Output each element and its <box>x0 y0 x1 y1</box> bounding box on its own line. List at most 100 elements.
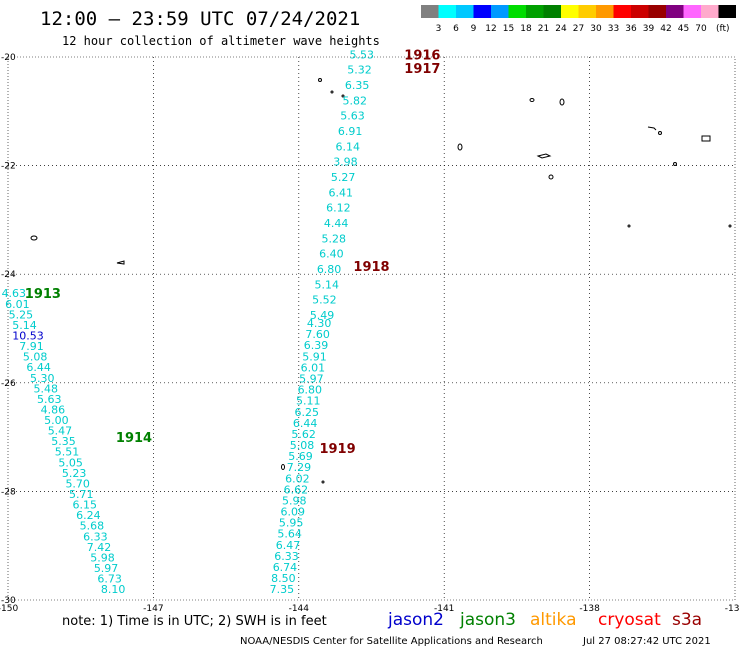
swh-value: 7.60 <box>305 328 330 341</box>
swh-value: 3.98 <box>333 156 358 169</box>
swh-value: 5.08 <box>23 351 48 364</box>
footer-credit: NOAA/NESDIS Center for Satellite Applica… <box>240 636 543 647</box>
pass-label: 1914 <box>116 431 152 446</box>
x-tick-label: -141 <box>434 604 454 614</box>
scale-swatch <box>578 5 596 18</box>
swh-value: 6.73 <box>97 573 122 586</box>
swh-value: 5.71 <box>69 488 94 501</box>
swh-value: 5.63 <box>37 393 62 406</box>
wave-height-color-scale: 3 6 9 12 15 18 21 24 27 30 33 36 39 42 45 70 (ft) <box>421 5 736 34</box>
scale-label: 42 <box>660 24 671 34</box>
swh-value: 5.91 <box>302 350 327 363</box>
swh-value: 5.97 <box>94 562 119 575</box>
pass-label: 1913 <box>25 287 61 302</box>
swh-value: 5.52 <box>312 294 337 307</box>
scale-swatch <box>561 5 579 18</box>
swh-value: 5.69 <box>288 450 313 463</box>
swh-value: 5.30 <box>30 372 55 385</box>
swh-value: 5.14 <box>12 319 37 332</box>
scale-label: 39 <box>643 24 655 34</box>
swh-value: 5.08 <box>290 439 315 452</box>
chart-title: 12:00 – 23:59 UTC 07/24/2021 <box>40 8 360 30</box>
swh-value: 6.62 <box>284 483 309 496</box>
swh-value: 4.44 <box>324 217 349 230</box>
pass-label: 1919 <box>319 442 355 457</box>
swh-value: 5.25 <box>9 308 34 321</box>
scale-label: 21 <box>538 24 549 34</box>
swh-value: 5.35 <box>51 435 76 448</box>
scale-label: 45 <box>678 24 689 34</box>
swh-value: 5.63 <box>340 110 365 123</box>
swh-value: 6.39 <box>304 339 329 352</box>
swh-value: 5.95 <box>279 517 304 530</box>
swh-value: 5.53 <box>350 48 375 61</box>
swh-value: 5.23 <box>62 467 87 480</box>
scale-label: 18 <box>520 24 532 34</box>
swh-value: 6.01 <box>5 298 30 311</box>
x-tick-label: -150 <box>0 604 18 614</box>
scale-label: 33 <box>608 24 619 34</box>
pass-label: 1917 <box>404 62 440 77</box>
swh-value: 6.02 <box>285 472 310 485</box>
swh-value: 10.53 <box>12 329 44 342</box>
scale-label: 15 <box>503 24 514 34</box>
swh-value: 6.41 <box>329 186 354 199</box>
footer-timestamp: Jul 27 08:27:42 UTC 2021 <box>582 636 711 647</box>
swh-value: 5.48 <box>34 382 59 395</box>
scale-swatch <box>718 5 736 18</box>
swh-value: 6.01 <box>301 361 326 374</box>
swh-value: 5.28 <box>322 232 347 245</box>
scale-swatch <box>526 5 544 18</box>
swh-value: 5.27 <box>331 171 356 184</box>
swh-value: 6.33 <box>274 550 299 563</box>
units-note: note: 1) Time is in UTC; 2) SWH is in fe… <box>62 614 327 629</box>
swh-value: 6.91 <box>338 125 363 138</box>
swh-value: 5.98 <box>90 551 115 564</box>
plot-frame <box>7 56 736 601</box>
swh-value: 5.98 <box>282 494 307 507</box>
y-tick-label: -26 <box>1 379 16 389</box>
scale-label: 27 <box>573 24 584 34</box>
scale-swatch <box>613 5 631 18</box>
scale-label: 9 <box>471 24 477 34</box>
swh-value: 6.47 <box>276 539 301 552</box>
scale-swatch <box>701 5 719 18</box>
scale-label: 36 <box>625 24 637 34</box>
swh-value: 6.12 <box>326 202 351 215</box>
scale-swatch <box>421 5 439 18</box>
scale-label: 30 <box>590 24 602 34</box>
island-outlines <box>30 78 732 484</box>
swh-value: 6.74 <box>273 561 298 574</box>
swh-value: 6.09 <box>280 506 305 519</box>
x-tick-label: -147 <box>143 604 163 614</box>
mission-cryosat: cryosat <box>598 610 661 630</box>
scale-label: 3 <box>436 24 442 34</box>
swh-value: 4.86 <box>41 403 66 416</box>
y-tick-label: -24 <box>1 270 16 280</box>
swh-value: 4.63 <box>2 287 27 300</box>
swh-value: 6.25 <box>294 406 319 419</box>
mission-altika: altika <box>530 610 577 630</box>
swh-value: 6.44 <box>26 361 51 374</box>
swh-value: 5.32 <box>347 64 372 77</box>
chart-subtitle: 12 hour collection of altimeter wave hei… <box>62 34 380 48</box>
grid-lines <box>8 57 735 600</box>
scale-unit: (ft) <box>716 24 730 34</box>
scale-swatch <box>631 5 649 18</box>
swh-value: 5.05 <box>58 456 83 469</box>
swh-value: 5.62 <box>291 428 316 441</box>
swh-value: 7.91 <box>19 340 44 353</box>
swh-value: 5.70 <box>65 477 90 490</box>
swh-value: 5.49 <box>310 309 335 322</box>
scale-swatch <box>683 5 701 18</box>
mission-s3a: s3a <box>672 610 702 630</box>
scale-swatch <box>543 5 561 18</box>
pass-label: 1918 <box>353 260 389 275</box>
pass-label: 1916 <box>404 48 440 63</box>
swh-value: 8.10 <box>101 583 126 596</box>
swh-value: 6.80 <box>298 384 323 397</box>
scale-swatch <box>473 5 491 18</box>
swh-value: 4.30 <box>307 317 332 330</box>
scale-swatch <box>438 5 456 18</box>
